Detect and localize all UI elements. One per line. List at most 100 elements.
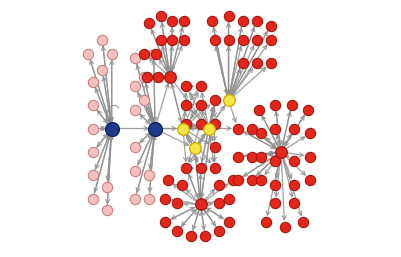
Point	[291, 182, 297, 187]
Point	[258, 131, 264, 135]
Point	[197, 202, 204, 206]
Point	[162, 220, 169, 224]
Point	[146, 21, 152, 25]
Point	[211, 98, 218, 103]
Point	[305, 108, 311, 112]
Point	[211, 122, 218, 126]
Point	[249, 178, 255, 182]
Point	[235, 126, 241, 131]
Point	[183, 122, 190, 126]
Point	[141, 98, 148, 103]
Point	[225, 38, 232, 42]
Point	[150, 52, 157, 56]
Point	[216, 182, 223, 187]
Point	[181, 19, 187, 23]
Point	[104, 185, 110, 189]
Point	[109, 52, 115, 56]
Point	[288, 103, 295, 107]
Point	[132, 169, 138, 173]
Point	[144, 75, 150, 79]
Point	[249, 126, 255, 131]
Point	[272, 103, 278, 107]
Point	[272, 182, 278, 187]
Point	[253, 38, 260, 42]
Point	[211, 38, 218, 42]
Point	[132, 197, 138, 201]
Point	[141, 75, 148, 79]
Point	[225, 98, 232, 103]
Point	[132, 56, 138, 60]
Point	[90, 197, 96, 201]
Point	[183, 166, 190, 170]
Point	[90, 126, 96, 131]
Point	[225, 220, 232, 224]
Point	[211, 145, 218, 149]
Point	[181, 38, 187, 42]
Point	[132, 145, 138, 149]
Point	[197, 166, 204, 170]
Point	[183, 103, 190, 107]
Point	[152, 126, 158, 131]
Point	[178, 182, 185, 187]
Point	[132, 84, 138, 88]
Point	[272, 126, 278, 131]
Point	[267, 24, 274, 28]
Point	[291, 159, 297, 163]
Point	[146, 197, 152, 201]
Point	[202, 234, 209, 238]
Point	[180, 126, 186, 131]
Point	[197, 103, 204, 107]
Point	[153, 52, 159, 56]
Point	[235, 154, 241, 159]
Point	[188, 234, 194, 238]
Point	[99, 38, 105, 42]
Point	[291, 126, 297, 131]
Point	[258, 154, 264, 159]
Point	[90, 80, 96, 84]
Point	[104, 208, 110, 212]
Point	[191, 146, 198, 150]
Point	[132, 108, 138, 112]
Point	[307, 178, 314, 182]
Point	[256, 108, 262, 112]
Point	[263, 220, 269, 224]
Point	[99, 68, 105, 72]
Point	[209, 19, 215, 23]
Point	[162, 197, 169, 201]
Point	[267, 61, 274, 65]
Point	[216, 229, 223, 233]
Point	[90, 103, 96, 107]
Point	[216, 201, 223, 205]
Point	[167, 75, 173, 79]
Point	[158, 14, 164, 19]
Point	[258, 178, 264, 182]
Point	[307, 154, 314, 159]
Point	[197, 84, 204, 88]
Point	[109, 126, 115, 131]
Point	[158, 38, 164, 42]
Point	[174, 229, 180, 233]
Point	[211, 166, 218, 170]
Point	[90, 150, 96, 154]
Point	[197, 122, 204, 126]
Point	[272, 159, 278, 163]
Point	[155, 75, 162, 79]
Point	[235, 178, 241, 182]
Point	[282, 225, 288, 229]
Point	[183, 84, 190, 88]
Point	[291, 201, 297, 205]
Point	[225, 14, 232, 19]
Point	[239, 38, 246, 42]
Point	[225, 197, 232, 201]
Point	[169, 19, 176, 23]
Point	[278, 150, 284, 154]
Point	[267, 38, 274, 42]
Point	[90, 173, 96, 177]
Point	[239, 19, 246, 23]
Point	[205, 126, 212, 131]
Point	[307, 131, 314, 135]
Point	[169, 38, 176, 42]
Point	[230, 178, 237, 182]
Point	[272, 201, 278, 205]
Point	[141, 52, 148, 56]
